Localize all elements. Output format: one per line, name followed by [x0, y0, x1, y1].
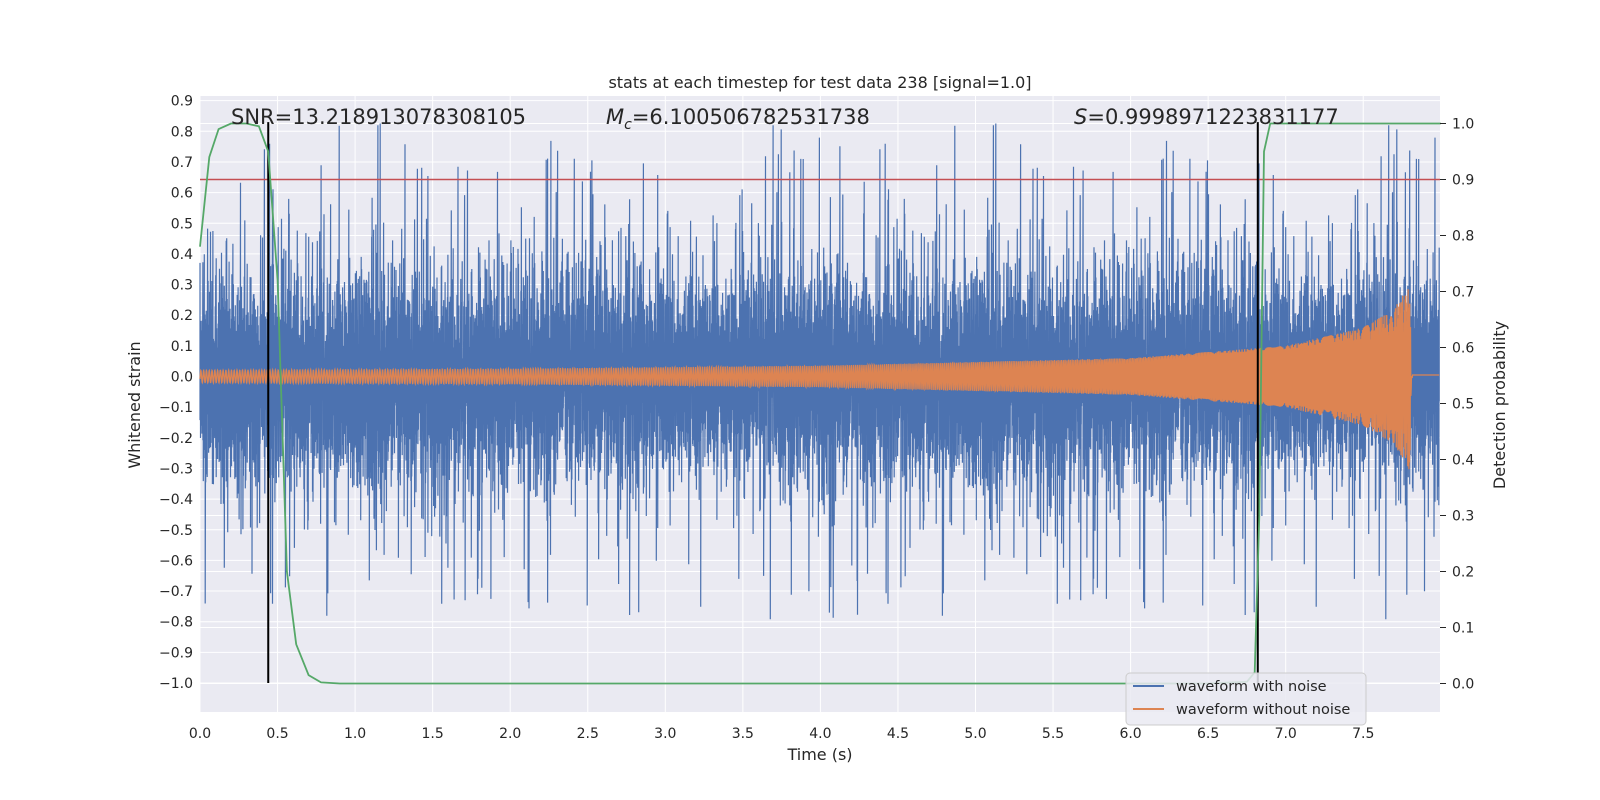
y-tick-label: −0.3 — [159, 461, 193, 477]
x-tick-label: 5.0 — [964, 726, 986, 742]
y-tick-label: 0.0 — [171, 370, 193, 386]
clean-waveform-path — [199, 289, 1440, 470]
x-tick-label: 1.0 — [344, 726, 366, 742]
y-axis-label: Whitened strain — [125, 341, 144, 468]
y-tick-label: 0.2 — [171, 308, 193, 324]
x-tick-label: 6.5 — [1197, 726, 1219, 742]
y2-tick-label: 0.4 — [1452, 453, 1474, 469]
s-value: =0.9998971223831177 — [1087, 105, 1338, 129]
y-tick-label: 0.3 — [171, 278, 193, 294]
x-tick-label: 3.5 — [732, 726, 754, 742]
y-tick-label: −0.9 — [159, 645, 193, 661]
x-tick-label: 5.5 — [1042, 726, 1064, 742]
legend-box — [1125, 672, 1367, 726]
y-tick-label: 0.1 — [171, 339, 193, 355]
x-axis-ticks: 0.0 0.5 1.0 1.5 2.0 2.5 3.0 3.5 4.0 4.5 5.0 5.5 6.0 6… — [189, 726, 1375, 742]
legend-label-clean: waveform without noise — [1176, 702, 1350, 718]
waveform-without-noise-series — [199, 289, 1440, 470]
y2-tick-label: 0.9 — [1452, 173, 1474, 189]
x-tick-label: 4.5 — [887, 726, 909, 742]
x-tick-label: 7.0 — [1275, 726, 1297, 742]
chirp-mass-subscript: c — [624, 117, 632, 133]
legend-label-noise: waveform with noise — [1176, 679, 1327, 695]
x-tick-label: 2.5 — [577, 726, 599, 742]
y2-tick-label: 1.0 — [1452, 117, 1474, 133]
chirp-mass-symbol: M — [606, 105, 624, 129]
chirp-mass-annotation: Mc=6.100506782531738 — [606, 105, 870, 133]
y-tick-label: −0.7 — [159, 584, 193, 600]
y-tick-label: 0.6 — [171, 186, 193, 202]
y-tick-label: 0.7 — [171, 155, 193, 171]
detection-probability-series — [199, 122, 1441, 685]
y2-tick-label: 0.5 — [1452, 397, 1474, 413]
y-tick-label: 0.9 — [171, 94, 193, 110]
s-annotation: S=0.9998971223831177 — [1074, 105, 1339, 129]
y2-tick-label: 0.6 — [1452, 341, 1474, 357]
y2-axis-ticks: 0.0 0.1 0.2 0.3 0.4 0.5 0.6 0.7 0.8 0.9 1.0 — [1440, 117, 1474, 693]
y-axis-ticks: 0.9 0.8 0.7 0.6 0.5 0.4 0.3 0.2 0.1 0.0 −0.1 −0.2 −0… — [159, 94, 193, 692]
s-symbol: S — [1074, 105, 1087, 129]
y-tick-label: 0.8 — [171, 124, 193, 140]
x-tick-label: 2.0 — [499, 726, 521, 742]
y-tick-label: −0.1 — [159, 400, 193, 416]
y2-tick-label: 0.3 — [1452, 509, 1474, 525]
y-tick-label: 0.4 — [171, 247, 193, 263]
chart-title: stats at each timestep for test data 238… — [608, 73, 1031, 92]
y-tick-label: −0.6 — [159, 553, 193, 569]
x-tick-label: 6.0 — [1119, 726, 1141, 742]
chirp-mass-value: =6.100506782531738 — [632, 105, 870, 129]
y2-axis-label: Detection probability — [1490, 321, 1509, 489]
x-tick-label: 3.0 — [654, 726, 676, 742]
y2-tick-label: 0.7 — [1452, 285, 1474, 301]
x-tick-label: 7.5 — [1352, 726, 1374, 742]
detection-probability-line — [199, 122, 1441, 685]
y-tick-label: −0.2 — [159, 431, 193, 447]
y-tick-label: −0.5 — [159, 523, 193, 539]
y2-tick-label: 0.1 — [1452, 621, 1474, 637]
snr-annotation: SNR=13.218913078308105 — [231, 105, 526, 129]
legend: waveform with noise waveform without noi… — [1125, 672, 1367, 726]
x-axis-label: Time (s) — [786, 745, 852, 764]
x-tick-label: 4.0 — [809, 726, 831, 742]
x-tick-label: 0.0 — [189, 726, 211, 742]
y2-tick-label: 0.2 — [1452, 565, 1474, 581]
y-tick-label: 0.5 — [171, 216, 193, 232]
y2-tick-label: 0.8 — [1452, 229, 1474, 245]
y2-tick-label: 0.0 — [1452, 677, 1474, 693]
y-tick-label: −1.0 — [159, 676, 193, 692]
x-tick-label: 0.5 — [266, 726, 288, 742]
x-tick-label: 1.5 — [422, 726, 444, 742]
y-tick-label: −0.8 — [159, 615, 193, 631]
y-tick-label: −0.4 — [159, 492, 193, 508]
